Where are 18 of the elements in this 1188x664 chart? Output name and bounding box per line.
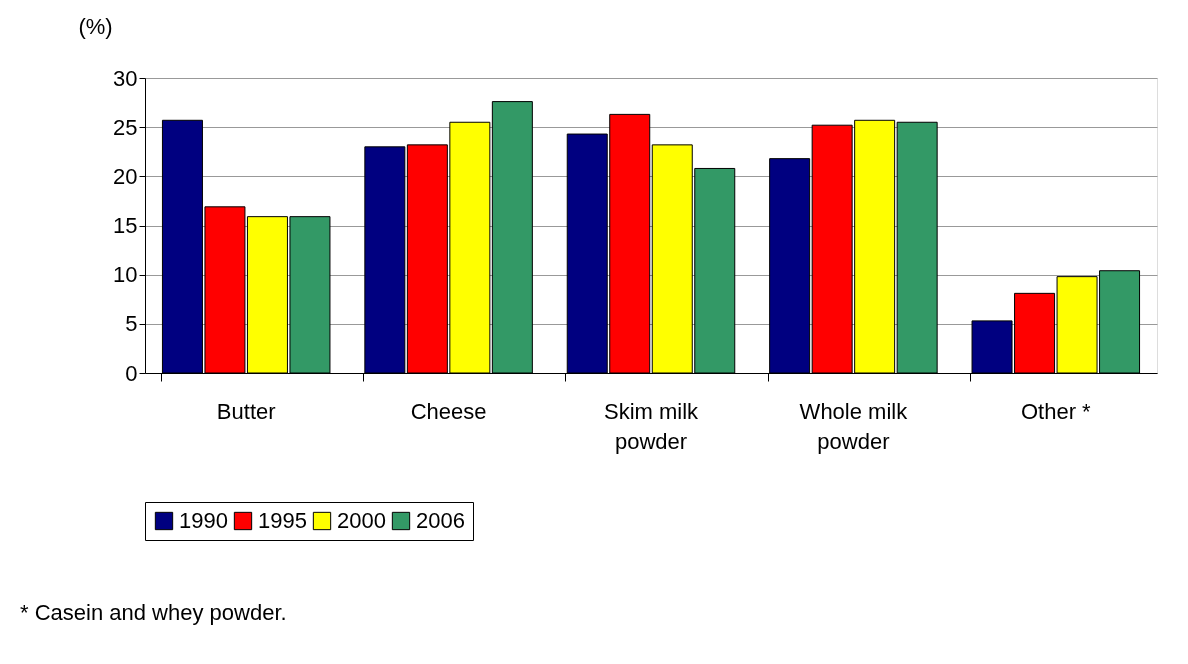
y-axis-title: (%) bbox=[78, 13, 113, 39]
y-tick-label: 10 bbox=[113, 262, 138, 288]
y-tick-label: 0 bbox=[125, 360, 138, 386]
legend-label: 2000 bbox=[337, 508, 386, 533]
x-tick-label: Cheese bbox=[410, 398, 487, 424]
y-tick-label: 25 bbox=[113, 114, 138, 140]
x-tick-label: Whole milk powder bbox=[799, 398, 909, 454]
legend-label: 1990 bbox=[179, 508, 228, 533]
y-tick-label: 5 bbox=[125, 311, 138, 337]
x-tick-label: Skim milk powder bbox=[603, 398, 700, 454]
legend-label: 1995 bbox=[258, 508, 307, 533]
y-tick-label: 15 bbox=[113, 213, 138, 238]
x-tick-label: Butter bbox=[216, 398, 276, 424]
x-tick-label: Other * bbox=[1020, 398, 1092, 424]
text: * Casein and whey powder. bbox=[20, 600, 287, 625]
y-tick-label: 30 bbox=[113, 65, 138, 91]
legend-label: 2006 bbox=[416, 508, 465, 533]
y-tick-label: 20 bbox=[113, 163, 138, 189]
